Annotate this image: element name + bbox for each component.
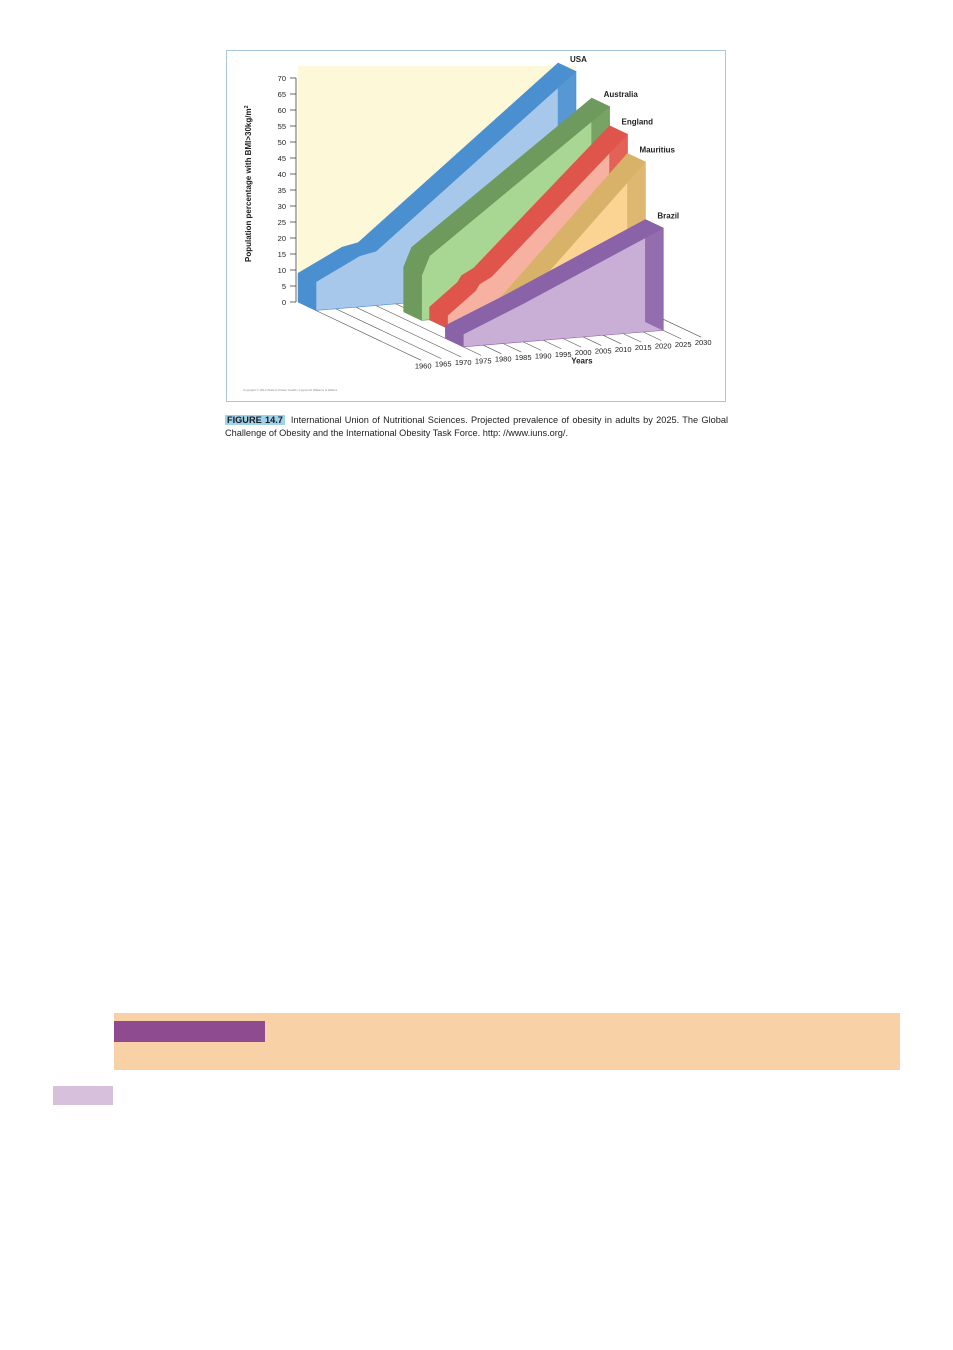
y-tick-label: 35 [278,186,286,195]
y-tick-label: 55 [278,122,286,131]
series-brazil [444,219,664,348]
x-tick-label: 2010 [615,345,632,354]
floor-gridline [337,298,462,358]
x-tick-label: 2025 [675,340,692,349]
y-tick-label: 60 [278,106,286,115]
y-tick-label: 65 [278,90,286,99]
series-label: Mauritius [639,145,675,154]
bottom-section-tab [114,1021,265,1042]
y-tick-label: 0 [282,298,286,307]
y-tick-label: 30 [278,202,286,211]
x-tick-label: 1970 [455,358,472,367]
x-tick-label: 1960 [415,361,432,370]
x-tick-label: 1975 [475,356,492,365]
series-label: Australia [604,90,639,99]
y-axis-label: Population percentage with BMI>30kg/m2 [244,105,253,262]
y-tick-label: 25 [278,218,286,227]
y-tick-label: 10 [278,266,286,275]
floor-gridline [297,301,422,361]
figure-caption: FIGURE 14.7 International Union of Nutrit… [225,414,728,440]
figure-caption-text: International Union of Nutritional Scien… [225,415,728,438]
y-tick-label: 20 [278,234,286,243]
series-label: England [622,118,654,127]
x-tick-label: 2005 [595,346,612,355]
y-tick-label: 70 [278,74,286,83]
series-right-cap [645,219,664,331]
x-tick-label: 1990 [535,351,552,360]
figure-label: FIGURE 14.7 [225,415,285,425]
x-tick-label: 2000 [575,348,592,357]
series-left-cap [403,266,422,321]
x-tick-label: 1985 [515,353,532,362]
x-tick-label: 1995 [555,350,572,359]
series-left-cap [445,325,464,348]
series-label: Brazil [657,211,679,220]
y-tick-label: 45 [278,154,286,163]
side-page-tab [53,1086,113,1105]
copyright-notice: Copyright © 2013 Wolters Kluwer Health |… [243,388,338,392]
series-label: USA [570,55,587,64]
series-left-cap [297,272,317,311]
x-tick-label: 2015 [635,343,652,352]
x-tick-label: 1980 [495,355,512,364]
x-axis-label: Years [571,357,593,366]
x-tick-label: 2030 [695,338,712,347]
floor-gridline [317,300,442,359]
chart-figure: 0 5 10 15 20 25 30 35 40 45 50 55 60 65 70 Population p… [226,50,726,402]
x-tick-label: 2020 [655,342,672,351]
y-tick-label: 50 [278,138,286,147]
y-tick-label: 15 [278,250,286,259]
y-tick-label: 40 [278,170,286,179]
y-tick-label: 5 [282,282,286,291]
x-tick-label: 1965 [435,360,452,369]
